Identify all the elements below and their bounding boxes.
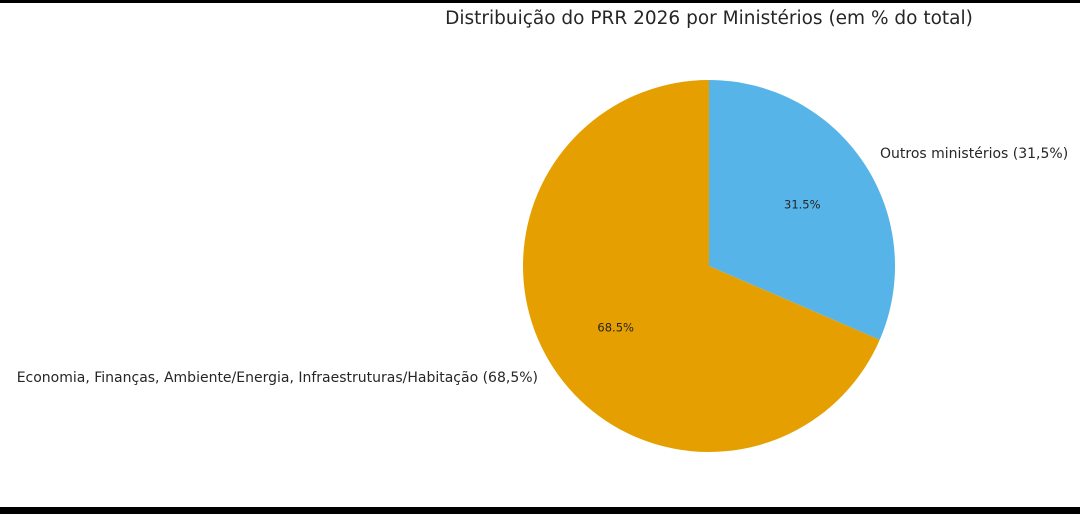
top-border (0, 0, 1080, 3)
chart-title: Distribuição do PRR 2026 por Ministérios… (445, 8, 973, 29)
slice-label-economia: Economia, Finanças, Ambiente/Energia, In… (17, 370, 538, 386)
pct-label-outros: 31.5% (784, 198, 821, 212)
slice-label-outros: Outros ministérios (31,5%) (880, 146, 1068, 162)
pie-slice-outros (709, 80, 895, 340)
bottom-border (0, 507, 1080, 514)
pie-slice-economia (522, 79, 880, 452)
pct-label-economia: 68.5% (597, 320, 634, 334)
